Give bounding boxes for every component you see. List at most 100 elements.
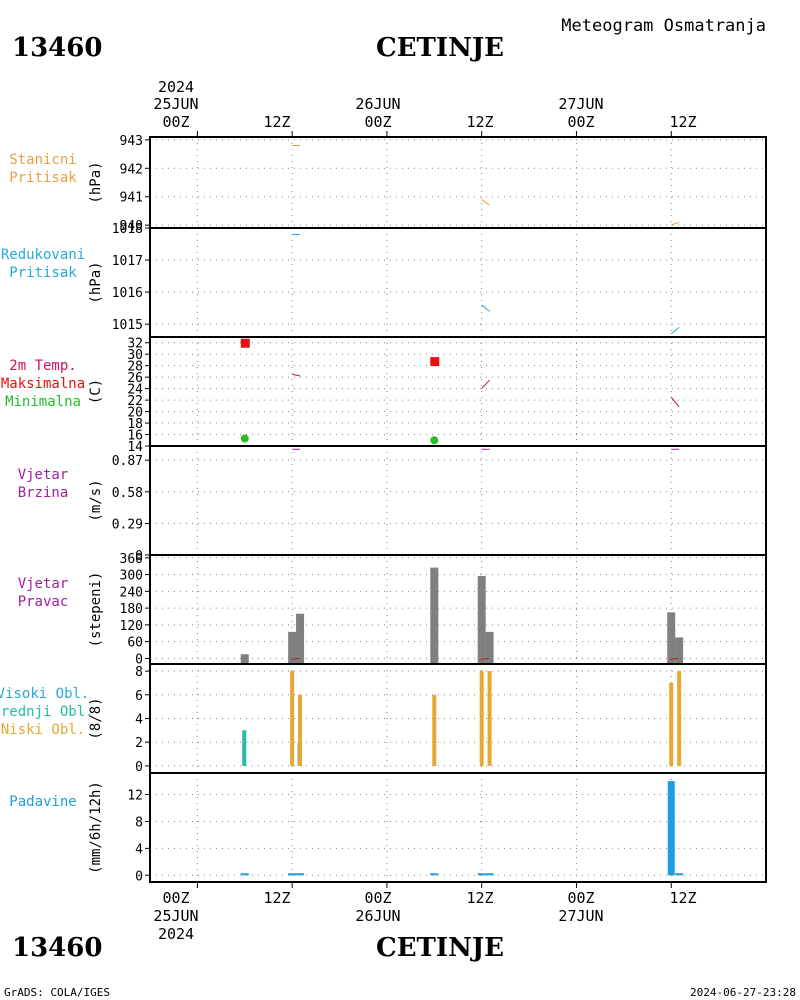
panel-label: Pritisak xyxy=(9,265,77,281)
precip-bar xyxy=(288,873,297,876)
top-hour-label: 00Z xyxy=(567,113,594,131)
y-tick-label: 22 xyxy=(127,394,143,409)
series-line-segment xyxy=(671,221,680,226)
top-day-label: 26JUN xyxy=(355,95,400,113)
panel-frame xyxy=(149,336,767,447)
unit-label: (stepeni) xyxy=(88,572,104,648)
top-hour-label: 00Z xyxy=(364,113,391,131)
y-tick-label: 20 xyxy=(127,406,143,421)
panel-reduced_pressure: 1015 1016 1017 1018 Redukovani Pritisak (hPa) xyxy=(1,222,767,338)
panel-frame xyxy=(149,772,767,883)
y-tick-label: 60 xyxy=(127,636,143,651)
min-temp-marker xyxy=(240,434,249,443)
series-line-segment xyxy=(292,373,301,377)
y-tick-label: 0 xyxy=(135,760,143,775)
y-tick-label: 0.87 xyxy=(112,454,143,469)
direction-bar xyxy=(296,613,305,664)
unit-label: (m/s) xyxy=(88,479,104,521)
bottom-day-label: 27JUN xyxy=(558,907,603,925)
unit-label: (C) xyxy=(88,379,104,404)
y-tick-label: 240 xyxy=(120,585,143,600)
top-day-label: 25JUN xyxy=(153,95,198,113)
panel-station_pressure: 940 941 942 943 Stanicni Pritisak (hPa) xyxy=(9,134,767,234)
series-line-segment xyxy=(670,396,680,408)
panel-frame xyxy=(149,445,767,556)
panel-precipitation: 0 4 8 12 Padavine (mm/6h/12h) xyxy=(9,772,767,884)
series-line-segment xyxy=(481,199,490,206)
top-hour-label: 12Z xyxy=(263,113,290,131)
y-tick-label: 941 xyxy=(120,191,143,206)
precip-bar xyxy=(667,781,675,876)
precip-bar xyxy=(296,873,305,876)
y-tick-label: 14 xyxy=(127,440,143,455)
y-tick-label: 6 xyxy=(135,689,143,704)
unit-label: (mm/6h/12h) xyxy=(88,781,104,874)
unit-label: (8/8) xyxy=(88,697,104,739)
product-title: Meteogram Osmatranja xyxy=(561,16,766,36)
cloud-bar xyxy=(669,682,674,766)
y-tick-label: 300 xyxy=(120,569,143,584)
panel-label: 2m Temp. xyxy=(9,358,76,374)
bottom-hour-label: 12Z xyxy=(669,889,696,907)
footer-station-id: 13460 xyxy=(12,933,102,963)
panel-wind_speed: 0 0.29 0.58 0.87 Vjetar Brzina (m/s) xyxy=(18,445,767,564)
series-line-segment xyxy=(481,304,490,312)
panel-frame xyxy=(149,227,767,338)
footer-credit: GrADS: COLA/IGES xyxy=(4,986,110,999)
y-tick-label: 28 xyxy=(127,360,143,375)
top-hour-label: 00Z xyxy=(162,113,189,131)
cloud-bar xyxy=(298,694,303,766)
top-time-axis: 2024 25JUN 26JUN 27JUN 00Z 12Z 00Z 12Z 0… xyxy=(153,78,696,131)
bottom-year-label: 2024 xyxy=(158,925,194,943)
y-tick-label: 4 xyxy=(135,842,143,857)
min-temp-marker xyxy=(430,436,439,445)
max-temp-marker xyxy=(240,338,250,348)
y-tick-label: 1016 xyxy=(112,286,143,301)
bottom-hour-label: 00Z xyxy=(567,889,594,907)
cloud-bar xyxy=(243,730,247,766)
time-ticks xyxy=(196,131,672,888)
top-year-label: 2024 xyxy=(158,78,194,96)
panel-label: Minimalna xyxy=(5,394,81,410)
panel-label: Stanicni xyxy=(9,152,76,168)
direction-bar xyxy=(675,637,684,664)
panel-label: Brzina xyxy=(18,485,69,501)
bottom-day-label: 25JUN xyxy=(153,907,198,925)
direction-bar xyxy=(240,654,249,664)
bottom-hour-label: 00Z xyxy=(364,889,391,907)
bottom-time-axis: 00Z 12Z 00Z 12Z 00Z 12Z 25JUN 26JUN 27JU… xyxy=(153,889,696,943)
precip-bar xyxy=(240,873,249,876)
y-tick-label: 180 xyxy=(120,602,143,617)
y-tick-label: 1015 xyxy=(112,318,143,333)
direction-baseline-mark xyxy=(670,657,679,660)
top-hour-label: 12Z xyxy=(669,113,696,131)
y-tick-label: 0 xyxy=(135,869,143,884)
direction-bar xyxy=(477,575,486,664)
panel-label: Srednji Obl. xyxy=(0,704,94,720)
y-tick-label: 8 xyxy=(135,665,143,680)
max-temp-marker xyxy=(430,357,440,367)
panel-label: Redukovani xyxy=(1,247,85,263)
y-tick-label: 0.29 xyxy=(112,517,143,532)
precip-bar xyxy=(675,873,684,876)
unit-label: (hPa) xyxy=(88,261,104,303)
y-tick-label: 30 xyxy=(127,348,143,363)
top-day-label: 27JUN xyxy=(558,95,603,113)
y-tick-label: 942 xyxy=(120,162,143,177)
direction-bar xyxy=(667,612,676,664)
cloud-bar xyxy=(479,671,484,766)
direction-bar xyxy=(288,631,297,664)
y-tick-label: 1018 xyxy=(112,222,143,237)
direction-baseline-mark xyxy=(480,657,489,660)
precip-bar xyxy=(430,873,439,876)
y-tick-label: 16 xyxy=(127,429,143,444)
station-id: 13460 xyxy=(12,33,102,63)
panel-clouds: 0 2 4 6 8 Visoki Obl. Srednji Obl. Niski Obl. (8… xyxy=(0,663,767,775)
panel-label: Niski Obl. xyxy=(1,722,85,738)
panel-frame xyxy=(149,136,767,229)
panel-label: Vjetar xyxy=(18,576,69,592)
y-tick-label: 0 xyxy=(135,549,143,564)
